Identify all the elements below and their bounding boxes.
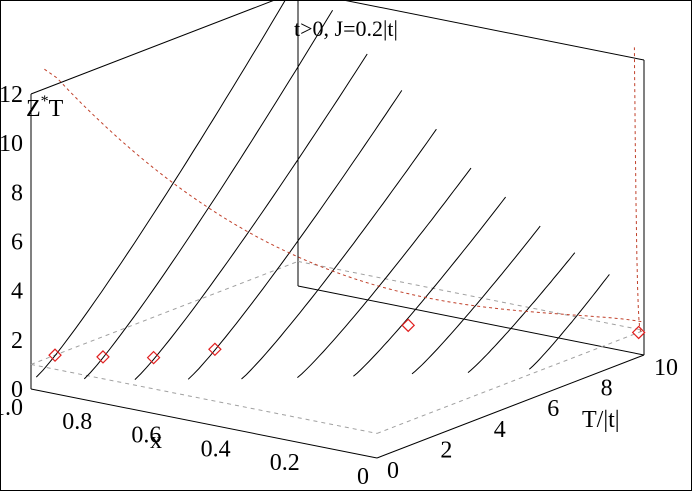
z-tick-label: 12 <box>0 82 23 108</box>
y-tick-label: 0 <box>387 458 399 484</box>
y-tick-label: 2 <box>440 437 452 463</box>
data-curve <box>134 53 368 380</box>
data-curve <box>297 167 472 378</box>
data-curve <box>83 9 334 380</box>
axes-box <box>30 0 645 459</box>
chart-title: t>0, J=0.2|t| <box>294 16 398 41</box>
data-curve <box>411 225 541 375</box>
data-curve <box>528 274 610 370</box>
data-curve <box>187 90 403 380</box>
reference-dashed-line <box>297 260 645 331</box>
diamond-marker <box>48 348 62 362</box>
y-axis-label: T/|t| <box>582 407 620 433</box>
box-edge <box>340 0 645 61</box>
box-edge <box>30 388 378 459</box>
x-tick-label: 0.6 <box>131 423 161 449</box>
z-axis-label-z: Z <box>26 96 41 122</box>
marker-group <box>48 318 646 365</box>
diamond-marker <box>208 342 222 357</box>
y-tick-label: 6 <box>547 396 559 422</box>
z-axis-label: Z*T <box>26 93 64 122</box>
z-tick-label: 4 <box>11 279 23 305</box>
z-tick-label: 6 <box>11 230 23 256</box>
data-curve <box>241 128 437 380</box>
boundary-dashed-curve <box>633 47 642 332</box>
diamond-marker <box>631 325 646 340</box>
z-tick-label: 8 <box>11 180 23 206</box>
z-axis-label-star: * <box>41 93 49 110</box>
boundary-curve-group <box>44 47 642 332</box>
x-tick-label: 0 <box>357 464 369 490</box>
x-tick-label: 0.2 <box>270 450 300 476</box>
y-tick-label: 4 <box>494 417 506 443</box>
z-tick-label: 0 <box>11 377 23 403</box>
box-edge <box>297 285 645 356</box>
x-tick-label: 0.4 <box>201 436 231 462</box>
y-tick-label: 10 <box>654 355 678 381</box>
z-tick-label: 10 <box>0 131 23 157</box>
box-edge <box>376 354 645 459</box>
boundary-dashed-curve <box>44 68 642 323</box>
z-axis-label-t: T <box>49 96 64 122</box>
reference-dashed-line <box>30 260 299 365</box>
diamond-marker <box>96 350 110 364</box>
curve-group <box>35 0 610 380</box>
z-tick-label: 2 <box>11 328 23 354</box>
x-tick-label: 0.8 <box>62 409 92 435</box>
reference-lines <box>30 260 645 434</box>
box-edge <box>30 0 277 95</box>
data-curve <box>467 252 576 373</box>
data-curve <box>353 196 506 377</box>
diamond-marker <box>146 350 161 365</box>
diamond-marker <box>401 318 416 333</box>
x-tick-label: 1.0 <box>0 395 23 421</box>
reference-dashed-line <box>30 363 378 434</box>
data-curve <box>35 0 286 378</box>
y-tick-label: 8 <box>601 376 613 402</box>
x-axis-label: x <box>150 428 162 454</box>
